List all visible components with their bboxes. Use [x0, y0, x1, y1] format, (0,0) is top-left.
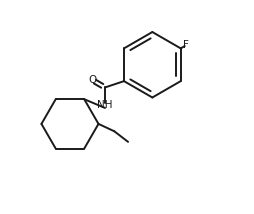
Text: F: F [183, 40, 189, 50]
Text: NH: NH [97, 100, 113, 110]
Text: O: O [88, 75, 96, 85]
